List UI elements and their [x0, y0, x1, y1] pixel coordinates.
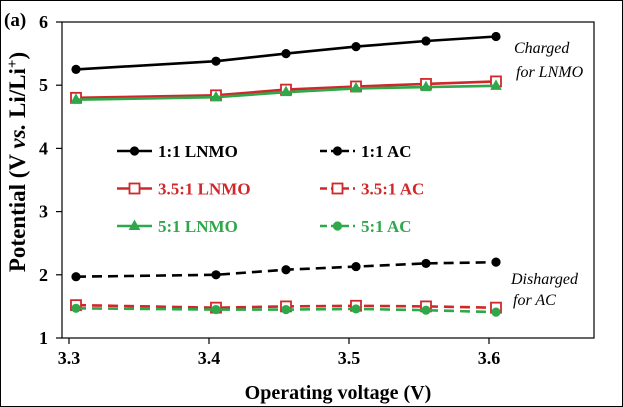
legend-label-3-5-1-lnmo: 3.5:1 LNMO	[158, 180, 251, 199]
data-point-1-1-ac	[351, 261, 361, 272]
legend-label-5-1-ac: 5:1 AC	[361, 217, 412, 236]
legend-marker-3-5-1-ac	[331, 182, 344, 195]
y-tick-label: 5	[39, 75, 48, 95]
data-point-1-1-lnmo	[211, 56, 221, 66]
data-point-5-1-ac	[421, 305, 431, 315]
data-point-5-1-lnmo	[210, 90, 222, 102]
series-line-1-1-lnmo	[75, 35, 497, 71]
legend-entry-1-1-lnmo: 1:1 LNMO	[117, 142, 238, 161]
series-line-3-5-1-ac	[75, 303, 497, 310]
data-point-5-1-ac	[491, 307, 501, 317]
data-point-5-1-lnmo	[350, 81, 362, 93]
plot-area-frame	[61, 21, 595, 339]
legend-entry-1-1-ac: 1:1 AC	[320, 142, 412, 161]
y-axis-label-part: )	[5, 52, 30, 60]
legend-label-1-1-lnmo: 1:1 LNMO	[158, 142, 238, 161]
legend-entry-5-1-ac: 5:1 AC	[320, 217, 412, 236]
series-5-1-lnmo	[70, 79, 502, 104]
annotation-discharged-line-1: Disharged	[510, 271, 579, 288]
legend-entry-3-5-1-ac: 3.5:1 AC	[320, 180, 424, 199]
legend-marker-1-1-ac	[332, 146, 343, 156]
legend: 1:1 LNMO 1:1 AC 3.5:1 LNMO 3.5:1 AC 5:1 LNMO…	[117, 142, 424, 236]
y-axis-label-part: vs.	[5, 124, 30, 149]
series-1-1-lnmo	[71, 31, 501, 74]
y-tick-label: 1	[39, 328, 48, 348]
annotation-discharged-line-2: for AC	[513, 292, 556, 309]
data-point-1-1-ac	[211, 270, 221, 280]
series-line-1-1-ac	[75, 260, 497, 278]
legend-entry-3-5-1-lnmo: 3.5:1 LNMO	[117, 180, 251, 199]
data-point-5-1-ac	[281, 304, 291, 315]
data-point-1-1-ac	[281, 265, 291, 275]
data-point-5-1-ac	[71, 303, 81, 313]
data-point-1-1-lnmo	[281, 49, 291, 59]
x-axis-label: Operating voltage (V)	[245, 382, 432, 404]
legend-label-3-5-1-ac: 3.5:1 AC	[361, 180, 424, 199]
data-point-1-1-lnmo	[351, 42, 361, 52]
data-point-5-1-ac	[211, 304, 221, 315]
series-line-3-5-1-lnmo	[75, 80, 497, 100]
x-tick-label: 3.4	[198, 348, 221, 368]
y-axis-label-part: Li/Li	[5, 67, 30, 123]
y-tick-label: 3	[39, 202, 48, 222]
data-point-5-1-lnmo	[490, 79, 502, 90]
data-point-1-1-ac	[421, 258, 431, 269]
legend-label-5-1-lnmo: 5:1 LNMO	[158, 217, 238, 236]
data-point-5-1-ac	[351, 304, 361, 314]
series-line-5-1-lnmo	[75, 84, 497, 101]
x-tick-label: 3.6	[478, 348, 501, 368]
legend-entry-5-1-lnmo: 5:1 LNMO	[117, 217, 238, 236]
y-axis-label-part: Potential (V	[5, 149, 30, 273]
series-1-1-ac	[71, 257, 501, 282]
y-tick-label: 2	[39, 265, 48, 285]
series-line-5-1-ac	[75, 307, 497, 314]
legend-marker-3-5-1-lnmo	[128, 182, 141, 195]
legend-marker-5-1-lnmo	[128, 219, 141, 230]
axes: 1 2 3 4 5 6 3.3 3.4 3.5 3.6	[39, 12, 595, 368]
data-point-1-1-lnmo	[421, 36, 431, 46]
x-tick-label: 3.5	[338, 348, 361, 368]
data-point-1-1-lnmo	[491, 31, 501, 42]
panel-label: (a)	[4, 10, 26, 31]
y-axis-label-part: +	[5, 60, 21, 69]
data-point-1-1-ac	[71, 272, 81, 282]
data-point-5-1-lnmo	[420, 80, 432, 92]
series-5-1-ac	[71, 303, 501, 317]
annotation-charged-line-2: for LNMO	[516, 64, 584, 81]
annotations: Charged for LNMO Disharged for AC	[510, 40, 584, 309]
y-axis-label: Potential (V vs. Li/Li+)	[5, 52, 30, 272]
series-group	[70, 31, 502, 317]
y-tick-label: 4	[39, 138, 48, 158]
x-tick-label: 3.3	[58, 348, 81, 368]
legend-label-1-1-ac: 1:1 AC	[361, 142, 412, 161]
legend-marker-1-1-lnmo	[129, 146, 140, 156]
legend-marker-5-1-ac	[332, 221, 343, 231]
data-point-5-1-lnmo	[70, 93, 82, 104]
data-point-5-1-lnmo	[280, 85, 292, 97]
annotation-charged-line-1: Charged	[514, 40, 570, 57]
data-point-1-1-lnmo	[71, 64, 81, 74]
y-tick-label: 6	[39, 12, 48, 32]
data-point-1-1-ac	[491, 257, 501, 267]
